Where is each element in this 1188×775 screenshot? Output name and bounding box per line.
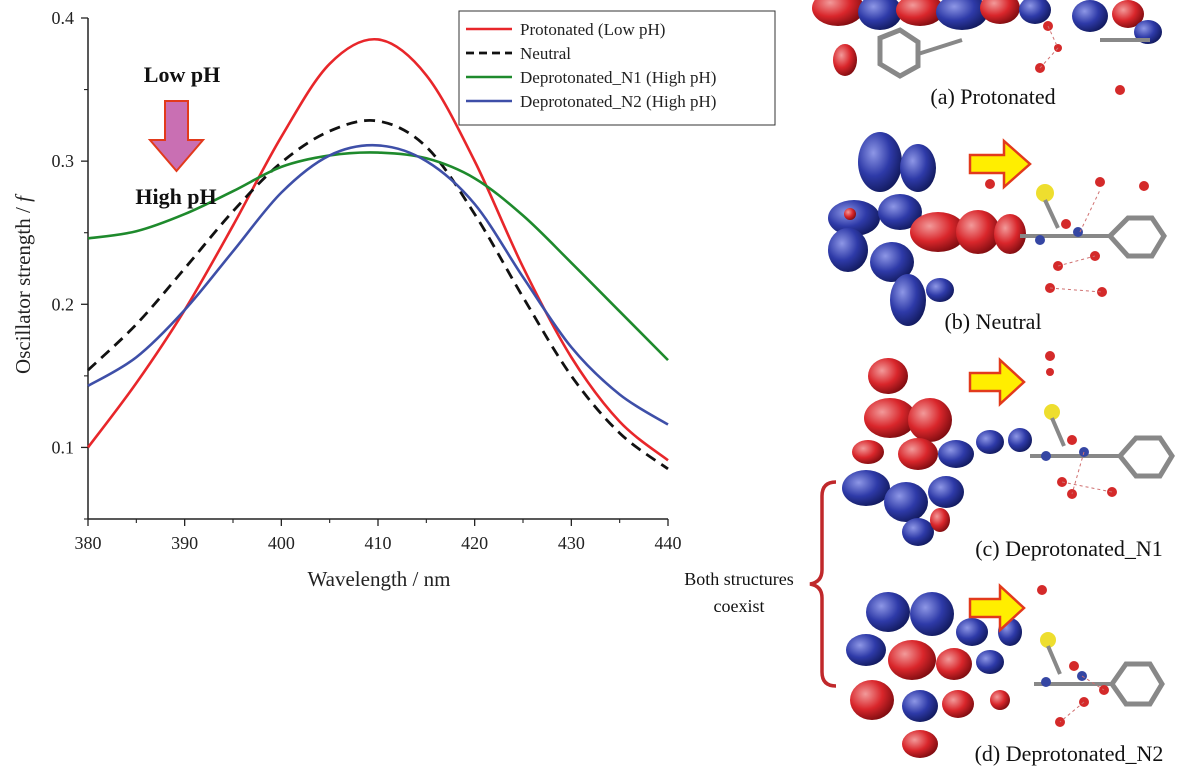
arrow-right-icon bbox=[968, 357, 1026, 407]
x-tick-label: 400 bbox=[268, 533, 295, 553]
x-tick-label: 440 bbox=[655, 533, 682, 553]
coexist-bracket: Both structures coexist bbox=[684, 480, 837, 688]
y-ticks: 0.1 0.2 0.3 0.4 bbox=[52, 8, 88, 520]
molecule-image-b bbox=[828, 132, 1167, 326]
panel-d-deprotonated-n2: (d) Deprotonated_N2 bbox=[846, 583, 1165, 766]
panel-a-protonated: (a) Protonated bbox=[812, 0, 1162, 109]
x-tick-label: 390 bbox=[171, 533, 198, 553]
x-ticks: 380 390 400 410 420 430 440 bbox=[75, 519, 682, 553]
molecule-image-a bbox=[812, 0, 1162, 95]
y-tick-label: 0.2 bbox=[52, 294, 75, 314]
ph-annotation: Low pH High pH bbox=[135, 62, 220, 209]
series-line-3 bbox=[87, 151, 669, 362]
legend-entry-label: Deprotonated_N2 (High pH) bbox=[520, 92, 716, 111]
bracket-label-line1: Both structures bbox=[684, 569, 794, 589]
high-ph-label: High pH bbox=[135, 184, 216, 209]
legend-entry-label: Protonated (Low pH) bbox=[520, 20, 665, 39]
x-tick-label: 420 bbox=[461, 533, 488, 553]
x-tick-label: 380 bbox=[75, 533, 102, 553]
arrow-right-icon bbox=[968, 138, 1032, 190]
y-tick-label: 0.1 bbox=[52, 437, 75, 457]
arrow-right-icon bbox=[968, 583, 1026, 633]
y-tick-label: 0.3 bbox=[52, 151, 75, 171]
bracket-label-line2: coexist bbox=[714, 596, 765, 616]
x-tick-label: 430 bbox=[558, 533, 585, 553]
y-axis-label: Oscillator strength / f bbox=[11, 193, 35, 374]
x-axis-label: Wavelength / nm bbox=[308, 567, 451, 591]
chart: 380 390 400 410 420 430 440 0.1 0.2 0.3 0.4 Wavel… bbox=[11, 8, 776, 591]
panel-b-caption: (b) Neutral bbox=[944, 309, 1041, 334]
bracket-icon bbox=[809, 480, 837, 688]
legend-items: Protonated (Low pH) Neutral Deprotonated_N… bbox=[466, 20, 716, 111]
panel-b-neutral: (b) Neutral bbox=[828, 132, 1167, 334]
panel-a-caption: (a) Protonated bbox=[930, 84, 1055, 109]
legend: Protonated (Low pH) Neutral Deprotonated_N… bbox=[458, 10, 776, 126]
down-arrow-icon bbox=[147, 100, 206, 173]
y-tick-label: 0.4 bbox=[52, 8, 75, 28]
low-ph-label: Low pH bbox=[144, 62, 220, 87]
panel-c-deprotonated-n1: (c) Deprotonated_N1 bbox=[842, 351, 1175, 561]
y-axis-label-symbol: f bbox=[11, 193, 35, 202]
x-tick-label: 410 bbox=[365, 533, 392, 553]
panel-d-caption: (d) Deprotonated_N2 bbox=[975, 741, 1164, 766]
panel-c-caption: (c) Deprotonated_N1 bbox=[975, 536, 1163, 561]
series-line-4 bbox=[87, 143, 669, 426]
y-axis-label-text: Oscillator strength / bbox=[11, 202, 35, 374]
molecule-image-d bbox=[846, 585, 1165, 758]
legend-entry-label: Neutral bbox=[520, 44, 571, 63]
legend-entry-label: Deprotonated_N1 (High pH) bbox=[520, 68, 716, 87]
series-lines bbox=[86, 38, 669, 471]
series-line-2 bbox=[87, 119, 669, 471]
molecule-image-c bbox=[842, 351, 1175, 546]
